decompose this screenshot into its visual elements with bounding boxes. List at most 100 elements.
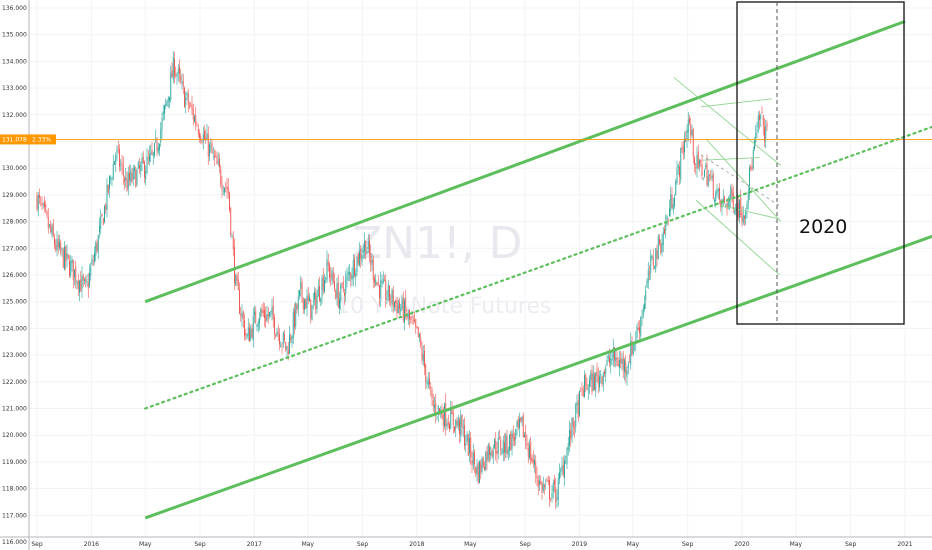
candle-body	[290, 336, 292, 341]
candle-body	[217, 161, 219, 164]
candle-body	[664, 228, 665, 234]
fan-line[interactable]	[705, 138, 782, 222]
candle-body	[69, 260, 70, 276]
candle-body	[202, 133, 204, 143]
candle-body	[749, 167, 750, 195]
candle-body	[251, 327, 253, 338]
candle-body	[180, 75, 182, 82]
candle-body	[676, 168, 678, 183]
candle-body	[744, 215, 745, 219]
candle-body	[199, 133, 200, 139]
candle-body	[292, 312, 294, 339]
candle-body	[667, 218, 669, 220]
mid-channel-line[interactable]	[144, 117, 932, 410]
lower-channel-line[interactable]	[144, 227, 932, 520]
watermark-symbol: ZN1!, D	[352, 218, 523, 269]
fan-line[interactable]	[695, 199, 780, 276]
candle-body	[270, 310, 272, 312]
candle-body	[454, 426, 455, 431]
current-change-label: 2.33%	[32, 136, 51, 143]
fan-line[interactable]	[673, 77, 782, 166]
candle-body	[441, 410, 443, 418]
candle-body	[85, 279, 87, 282]
candle-body	[559, 471, 560, 480]
candle-body	[504, 442, 505, 453]
candle-body	[240, 314, 242, 316]
candle-body	[407, 313, 409, 318]
grid	[29, 0, 932, 543]
candle-body	[620, 357, 622, 364]
candle-body	[739, 199, 740, 218]
drawings[interactable]: 2020	[29, 1, 932, 520]
candle-body	[430, 386, 432, 389]
candle-body	[677, 165, 679, 168]
candle-body	[412, 320, 414, 322]
candle-body	[81, 275, 83, 290]
candle-body	[694, 157, 695, 166]
candle-body	[525, 432, 527, 442]
candle-body	[494, 438, 495, 449]
candle-body	[169, 96, 170, 101]
candle-body	[191, 104, 193, 110]
candle-body	[590, 373, 592, 380]
focus-rectangle[interactable]	[736, 1, 905, 325]
candle-body	[149, 154, 150, 162]
candle-body	[574, 427, 575, 429]
annotation-text[interactable]: 2020	[799, 216, 847, 238]
fan-line[interactable]	[702, 157, 760, 161]
candle-body	[619, 360, 620, 368]
candle-body	[226, 186, 228, 190]
candle-body	[166, 100, 168, 106]
candle-body	[421, 346, 423, 360]
candle-body	[96, 241, 98, 252]
y-tick-label: 120.000	[2, 432, 27, 439]
candle-body	[236, 275, 238, 281]
candle-body	[582, 389, 584, 396]
x-tick-label: 2017	[247, 541, 262, 548]
candle-body	[536, 475, 538, 479]
x-tick-label: May	[139, 541, 152, 548]
candle-body	[732, 192, 734, 210]
candle-body	[197, 128, 199, 135]
candle-body	[710, 175, 712, 177]
candle-body	[209, 144, 210, 157]
candle-body	[215, 155, 217, 157]
candle-body	[651, 256, 653, 259]
candle-body	[221, 183, 223, 191]
candle-body	[339, 298, 340, 309]
candle-body	[175, 73, 177, 76]
candle-body	[267, 314, 269, 317]
candle-body	[425, 364, 427, 382]
candle-body	[605, 367, 607, 374]
candle-body	[286, 346, 288, 349]
candle-body	[712, 174, 714, 199]
candle-body	[389, 285, 390, 301]
candle-body	[760, 115, 762, 119]
candle-body	[227, 187, 229, 193]
candle-body	[45, 204, 47, 211]
candle-body	[735, 208, 737, 211]
candle-body	[82, 275, 84, 281]
candle-body	[746, 203, 748, 209]
candle-body	[586, 384, 588, 390]
candle-body	[319, 285, 320, 301]
candle-body	[726, 203, 728, 209]
candle-body	[534, 459, 535, 466]
candle-body	[91, 258, 93, 265]
candle-body	[57, 238, 59, 248]
candle-body	[157, 147, 159, 153]
candle-body	[47, 216, 49, 229]
candle-body	[326, 258, 328, 281]
candle-body	[112, 163, 114, 180]
candle-body	[530, 442, 532, 461]
candle-body	[261, 309, 263, 313]
candle-body	[479, 461, 480, 483]
upper-channel-line[interactable]	[144, 19, 906, 304]
candle-body	[312, 301, 314, 302]
candle-body	[630, 340, 632, 365]
candle-body	[654, 266, 655, 268]
candle-body	[369, 240, 370, 255]
current-price-badge	[0, 134, 56, 145]
fan-line[interactable]	[720, 205, 780, 220]
